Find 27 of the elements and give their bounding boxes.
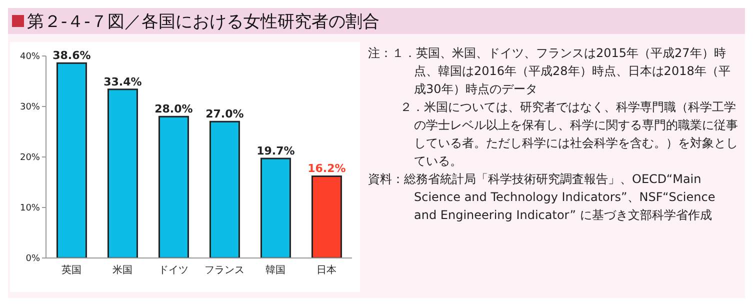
y-tick-label: 10% [20, 204, 40, 214]
y-tick-label: 0% [26, 254, 40, 264]
bar [56, 62, 87, 258]
chart-title: 第２-４-７図／各国における女性研究者の割合 [27, 10, 380, 32]
bar [158, 116, 189, 258]
bar [107, 88, 138, 258]
x-tick-label: 米国 [112, 264, 132, 276]
bar [209, 120, 240, 258]
x-tick-label: 日本 [316, 264, 336, 276]
data-label: 33.4% [104, 75, 142, 88]
data-label: 27.0% [206, 108, 244, 121]
text: 資料：総務省統計局「科学技術研究調査報告」、OECD“Main Science and Technology Indicators”、NSF“Science and Engineering Indicator” に基づき文部科学省作成 [368, 171, 716, 224]
x-tick-label: フランス [204, 265, 244, 276]
data-label: 28.0% [154, 102, 193, 116]
y-tick-label: 30% [20, 102, 40, 113]
bar [311, 175, 342, 258]
x-tick-label: ドイツ [158, 265, 188, 276]
data-label: 38.6% [52, 49, 91, 62]
data-label: 16.2% [308, 162, 346, 176]
data-label: 19.7% [256, 144, 295, 158]
bar [260, 158, 291, 258]
text: ２．米国については、研究者ではなく、科学専門職（科学工学の学士レベル以上を保有し、科学に関する専門的職業に従事している者。ただし科学には社会科学を含む。）を対象としている。 [399, 99, 739, 170]
text: 注：１．英国、米国、ドイツ、フランスは2015年（平成27年）時点、韓国は2016年（平成28年）時点、日本は2018年（平成30年）時点のデータ [368, 45, 732, 98]
y-tick-label: 40% [20, 52, 40, 62]
y-tick-label: 20% [20, 153, 40, 164]
x-tick-label: 韓国 [266, 264, 286, 276]
x-tick-label: 英国 [62, 264, 82, 276]
